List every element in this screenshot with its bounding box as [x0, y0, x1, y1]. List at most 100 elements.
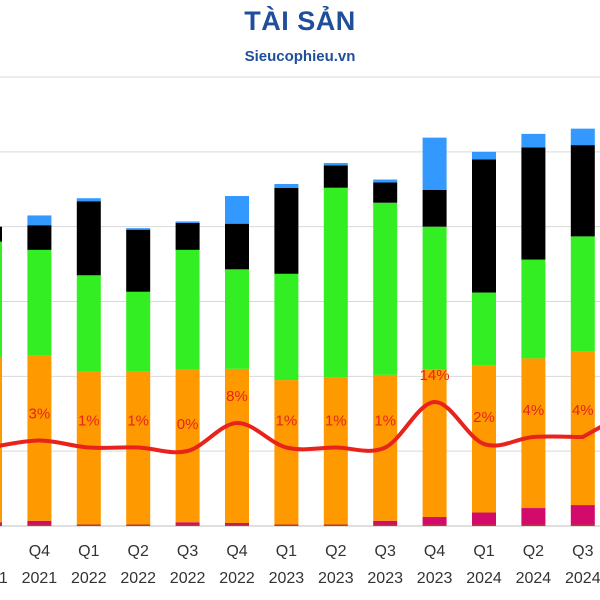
bar-segment	[274, 524, 299, 526]
bar-segment	[225, 195, 249, 224]
bar-segment	[27, 249, 52, 356]
growth-label: 14%	[420, 367, 450, 384]
bar-segment	[422, 369, 447, 518]
growth-label: 4%	[523, 402, 545, 419]
bar-segment	[76, 201, 101, 276]
bar-segment	[521, 259, 546, 359]
x-tick-quarter: Q4	[424, 543, 445, 560]
bar-segment	[27, 215, 52, 226]
bar-segment	[323, 165, 348, 188]
bar-segment	[27, 355, 52, 521]
bar-segment	[521, 508, 546, 525]
bar-segment	[225, 269, 249, 369]
bar-segment	[126, 228, 151, 230]
x-tick-quarter: Q1	[78, 543, 99, 560]
growth-label: 4%	[572, 402, 594, 419]
bar-segment	[323, 524, 348, 526]
growth-label: 1%	[78, 413, 100, 430]
x-tick-quarter: Q3	[375, 543, 396, 560]
bar-segment	[126, 229, 151, 292]
x-tick-year: 2023	[417, 570, 453, 587]
bar-segment	[175, 222, 200, 250]
x-tick-quarter: Q4	[29, 543, 50, 560]
x-tick-quarter: Q1	[276, 543, 297, 560]
bar-segment	[422, 137, 447, 190]
x-tick-year: 2022	[120, 570, 156, 587]
bar-segment	[225, 223, 249, 270]
x-tick-year: 2023	[318, 570, 354, 587]
bar-segment	[76, 275, 101, 372]
growth-label: 1%	[276, 413, 298, 430]
x-tick-year: 2023	[269, 570, 305, 587]
bar-segment	[472, 159, 496, 293]
bar-segment	[274, 187, 299, 274]
x-tick-year: 2022	[219, 570, 255, 587]
x-tick-year: 2021	[0, 570, 8, 587]
x-tick-year: 2021	[22, 570, 58, 587]
growth-label: 3%	[29, 406, 51, 423]
bar-segment	[0, 522, 2, 525]
bar-segment	[521, 147, 546, 260]
bar-segment	[27, 524, 52, 526]
bar-segment	[0, 241, 2, 358]
x-tick-year: 2024	[565, 570, 600, 587]
growth-label: 1%	[374, 413, 396, 430]
x-tick-quarter: Q2	[325, 543, 346, 560]
bar-segment	[422, 524, 447, 526]
bar-segment	[225, 524, 249, 526]
bar-segment	[274, 380, 299, 525]
bar-segment	[373, 520, 398, 525]
x-tick-quarter: Q2	[128, 543, 149, 560]
x-tick-year: 2024	[466, 570, 502, 587]
bar-segment	[175, 522, 200, 525]
bar-segment	[472, 512, 496, 525]
bar-segment	[521, 133, 546, 148]
bar-segment	[373, 524, 398, 526]
bar-segment	[27, 520, 52, 525]
bar-segment	[422, 226, 447, 370]
bar-segment	[225, 368, 249, 524]
bar-segment	[472, 524, 496, 526]
bar-segment	[570, 236, 595, 352]
bar-segment	[323, 163, 348, 166]
bar-segment	[0, 524, 2, 526]
bar-segment	[373, 182, 398, 203]
bar-segment	[373, 179, 398, 183]
bar-segment	[472, 151, 496, 160]
bar-segment	[373, 202, 398, 375]
growth-line	[0, 399, 600, 455]
bar-segment	[175, 249, 200, 370]
bar-segment	[570, 524, 595, 526]
x-tick-year: 2023	[367, 570, 403, 587]
bar-segment	[274, 184, 299, 188]
bar-segment	[175, 221, 200, 223]
x-tick-quarter: Q3	[177, 543, 198, 560]
bar-segment	[225, 523, 249, 525]
x-tick-year: 2024	[516, 570, 552, 587]
chart-subtitle: Sieucophieu.vn	[244, 48, 356, 65]
x-tick-quarter: Q2	[523, 543, 544, 560]
bar-segment	[472, 292, 496, 366]
bar-segment	[570, 505, 595, 525]
growth-label: 2%	[473, 409, 495, 426]
bar-segment	[521, 524, 546, 526]
bar-segment	[521, 358, 546, 509]
growth-label: 1%	[127, 413, 149, 430]
bar-segment	[0, 226, 2, 242]
bar-segment	[570, 145, 595, 237]
growth-label: 0%	[177, 416, 199, 433]
bar-segment	[323, 377, 348, 525]
bar-segment	[323, 187, 348, 378]
chart-title: TÀI SẢN	[244, 6, 356, 36]
x-tick-quarter: Q1	[473, 543, 494, 560]
x-tick-quarter: Q4	[226, 543, 247, 560]
bar-segment	[126, 524, 151, 526]
bar-segment	[126, 291, 151, 372]
bar-segment	[175, 524, 200, 526]
bar-segment	[27, 225, 52, 250]
growth-label: 8%	[226, 388, 248, 405]
growth-label: 1%	[325, 413, 347, 430]
bar-segment	[570, 128, 595, 146]
bar-segment	[570, 351, 595, 506]
